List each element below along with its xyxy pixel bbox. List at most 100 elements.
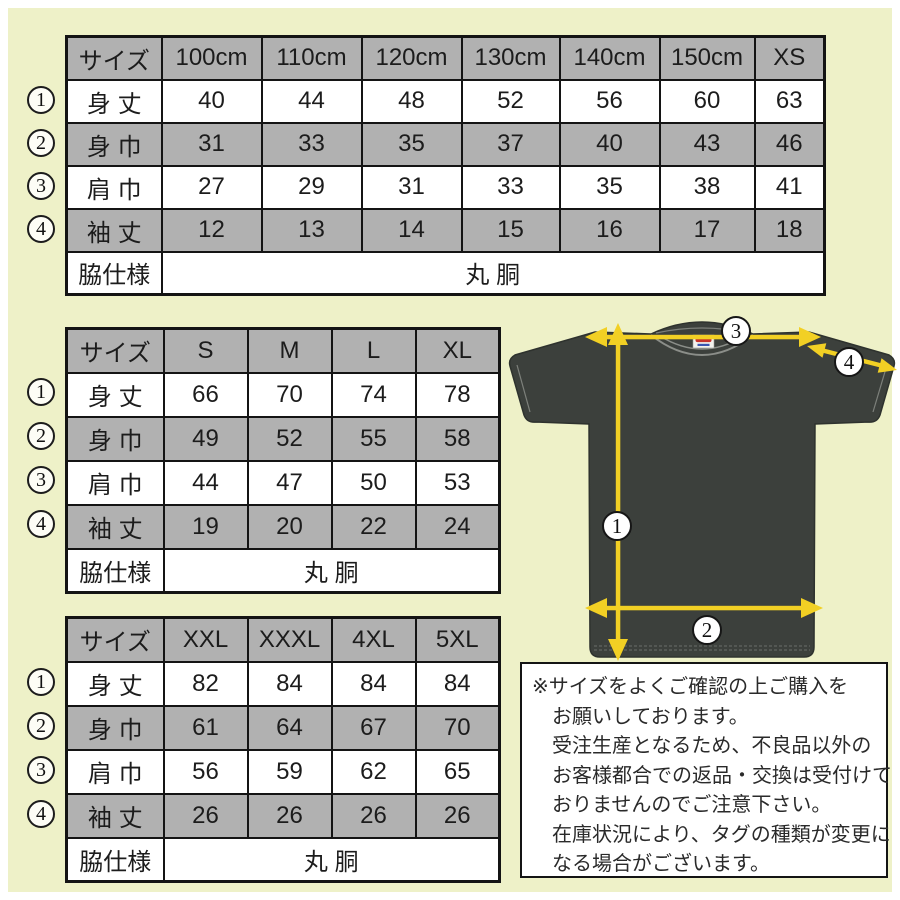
size-cell: 26: [414, 792, 501, 839]
row-label: 身 丈: [65, 660, 165, 707]
notice-line: おりませんのでご注意下さい。: [552, 794, 832, 816]
size-cell: 44: [260, 78, 363, 124]
row-number-badge: 1: [27, 86, 55, 114]
diagram-badge-3: 3: [721, 316, 751, 346]
measure-arrow-shoulder: [585, 327, 821, 347]
tshirt-graphic: [508, 321, 896, 658]
row-label: 身 丈: [65, 78, 163, 124]
size-cell: 31: [160, 121, 263, 167]
diagram-badge-number: 2: [702, 618, 713, 642]
notice-line: 在庫状況により、タグの種類が変更に: [552, 823, 891, 846]
purchase-notice-box: ※サイズをよくご確認の上ご購入を お願いしております。 受注生産となるため、不良…: [520, 662, 892, 878]
size-cell: 61: [162, 704, 249, 751]
size-cell: 15: [460, 207, 561, 253]
size-cell: 24: [414, 503, 501, 550]
size-cell: 55: [330, 415, 417, 462]
side-spec-cell: 丸 胴: [162, 836, 501, 883]
row-label: 脇仕様: [65, 250, 163, 296]
size-cell: 74: [330, 371, 417, 418]
hem-stitch: [594, 645, 810, 651]
row-number-badge: 3: [27, 756, 55, 784]
size-cell: 37: [460, 121, 561, 167]
table-row: 袖 丈 12 13 14 15 16 17 18: [65, 207, 826, 253]
size-table-plus: サイズ XXL XXXL 4XL 5XL 身 丈 82 84 84 84 身 巾…: [65, 616, 501, 883]
column-header: XXXL: [246, 616, 333, 663]
size-cell: 16: [558, 207, 661, 253]
size-cell: 70: [414, 704, 501, 751]
size-cell: 63: [753, 78, 826, 124]
left-cuff-stitch: [516, 364, 531, 413]
table-footer-row: 脇仕様 丸 胴: [65, 836, 501, 883]
size-cell: 70: [246, 371, 333, 418]
size-cell: 67: [330, 704, 417, 751]
row-number-badge: 2: [27, 129, 55, 157]
notice-line: 受注生産となるため、不良品以外の: [552, 735, 872, 757]
row-label: 身 巾: [65, 121, 163, 167]
notice-line: ※サイズをよくご確認の上ご購入を: [532, 676, 849, 698]
row-number-badge: 4: [27, 215, 55, 243]
size-cell: 47: [246, 459, 333, 506]
diagram-badge-number: 3: [731, 319, 742, 343]
diagram-badge-4: 4: [834, 347, 864, 377]
row-label: 身 巾: [65, 704, 165, 751]
right-cuff-stitch: [872, 364, 888, 413]
size-cell: 35: [360, 121, 463, 167]
row-number-badge: 1: [27, 378, 55, 406]
measure-arrow-width: [585, 598, 823, 618]
measure-arrow-length: [608, 323, 628, 661]
notice-line: なる場合がございます。: [552, 853, 770, 875]
row-number-badge: 4: [27, 800, 55, 828]
column-header: XXL: [162, 616, 249, 663]
size-cell: 50: [330, 459, 417, 506]
size-cell: 27: [160, 164, 263, 210]
diagram-badge-1: 1: [602, 511, 632, 541]
table-header-row: サイズ 100cm 110cm 120cm 130cm 140cm 150cm …: [65, 35, 826, 81]
row-label: 袖 丈: [65, 207, 163, 253]
column-header: 150cm: [658, 35, 756, 81]
column-header: サイズ: [65, 616, 165, 663]
size-cell: 60: [658, 78, 756, 124]
size-cell: 26: [330, 792, 417, 839]
notice-line: お願いしております。: [552, 705, 749, 728]
row-label: 肩 巾: [65, 748, 165, 795]
side-spec-cell: 丸 胴: [160, 250, 826, 296]
size-table-adult: サイズ S M L XL 身 丈 66 70 74 78 身 巾 49 52 5…: [65, 327, 501, 594]
size-cell: 66: [162, 371, 249, 418]
column-header: サイズ: [65, 35, 163, 81]
table-row: 身 巾 61 64 67 70: [65, 704, 501, 751]
column-header: 100cm: [160, 35, 263, 81]
table-row: 肩 巾 56 59 62 65: [65, 748, 501, 795]
table-header-row: サイズ XXL XXXL 4XL 5XL: [65, 616, 501, 663]
size-table-kids: サイズ 100cm 110cm 120cm 130cm 140cm 150cm …: [65, 35, 826, 296]
row-number-badge: 3: [27, 172, 55, 200]
row-number-badge: 2: [27, 712, 55, 740]
row-number-badge: 4: [27, 510, 55, 538]
table-header-row: サイズ S M L XL: [65, 327, 501, 374]
size-cell: 19: [162, 503, 249, 550]
tshirt-measurement-diagram: 3 4 1 2: [508, 316, 897, 661]
table-row: 身 巾 49 52 55 58: [65, 415, 501, 462]
row-label: 身 丈: [65, 371, 165, 418]
column-header: L: [330, 327, 417, 374]
table-footer-row: 脇仕様 丸 胴: [65, 547, 501, 594]
row-label: 肩 巾: [65, 164, 163, 210]
size-cell: 84: [414, 660, 501, 707]
table-footer-row: 脇仕様 丸 胴: [65, 250, 826, 296]
size-cell: 40: [160, 78, 263, 124]
table-row: 身 丈 66 70 74 78: [65, 371, 501, 418]
column-header: 4XL: [330, 616, 417, 663]
column-header: 110cm: [260, 35, 363, 81]
table-row: 袖 丈 19 20 22 24: [65, 503, 501, 550]
row-number-badge: 1: [27, 668, 55, 696]
row-number-badge: 2: [27, 422, 55, 450]
size-cell: 46: [753, 121, 826, 167]
size-cell: 31: [360, 164, 463, 210]
size-cell: 62: [330, 748, 417, 795]
column-header: 140cm: [558, 35, 661, 81]
size-cell: 17: [658, 207, 756, 253]
table-row: 身 巾 31 33 35 37 40 43 46: [65, 121, 826, 167]
size-cell: 29: [260, 164, 363, 210]
diagram-badge-2: 2: [692, 615, 722, 645]
size-cell: 59: [246, 748, 333, 795]
size-cell: 33: [460, 164, 561, 210]
